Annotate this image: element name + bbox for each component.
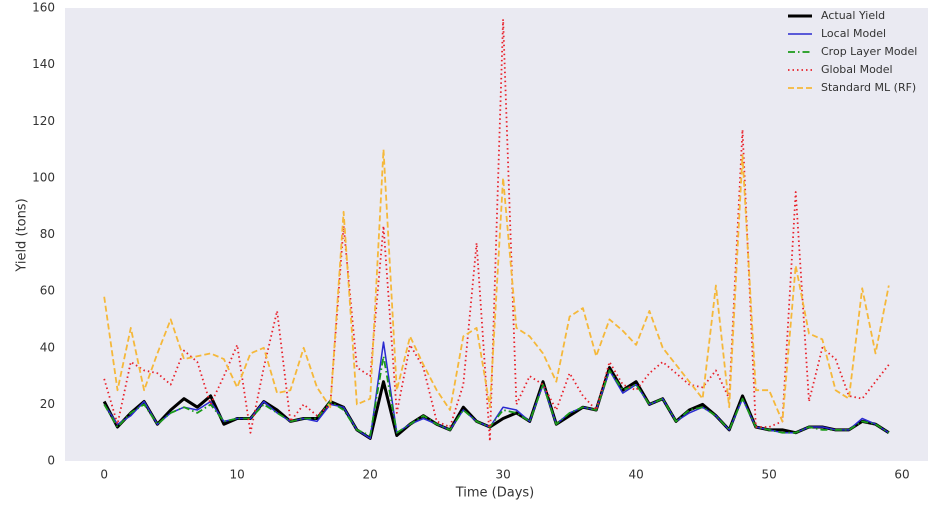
x-tick-label: 50 [761,468,776,482]
x-tick-label: 60 [894,468,909,482]
y-tick-label: 80 [40,227,55,241]
y-axis-label: Yield (tons) [15,198,30,272]
y-tick-label: 40 [40,340,55,354]
y-tick-label: 100 [32,170,55,184]
series-line [103,148,890,423]
series-line [103,355,890,437]
y-tick-label: 140 [32,57,55,71]
x-tick-label: 30 [496,468,511,482]
legend-label: Actual Yield [821,9,885,22]
x-tick-label: 40 [628,468,643,482]
x-tick-label: 20 [363,468,378,482]
legend-label: Global Model [821,63,893,76]
x-tick-label: 0 [100,468,108,482]
y-tick-label: 0 [47,454,55,468]
legend-label: Crop Layer Model [821,45,917,58]
y-tick-label: 20 [40,397,55,411]
legend-label: Standard ML (RF) [821,81,916,94]
plot-area [65,8,928,461]
legend-label: Local Model [821,27,886,40]
series-line [103,18,890,443]
y-tick-label: 120 [32,114,55,128]
y-tick-label: 160 [32,1,55,15]
x-axis-label: Time (Days) [455,486,535,501]
y-tick-label: 60 [40,284,55,298]
x-tick-label: 10 [230,468,245,482]
